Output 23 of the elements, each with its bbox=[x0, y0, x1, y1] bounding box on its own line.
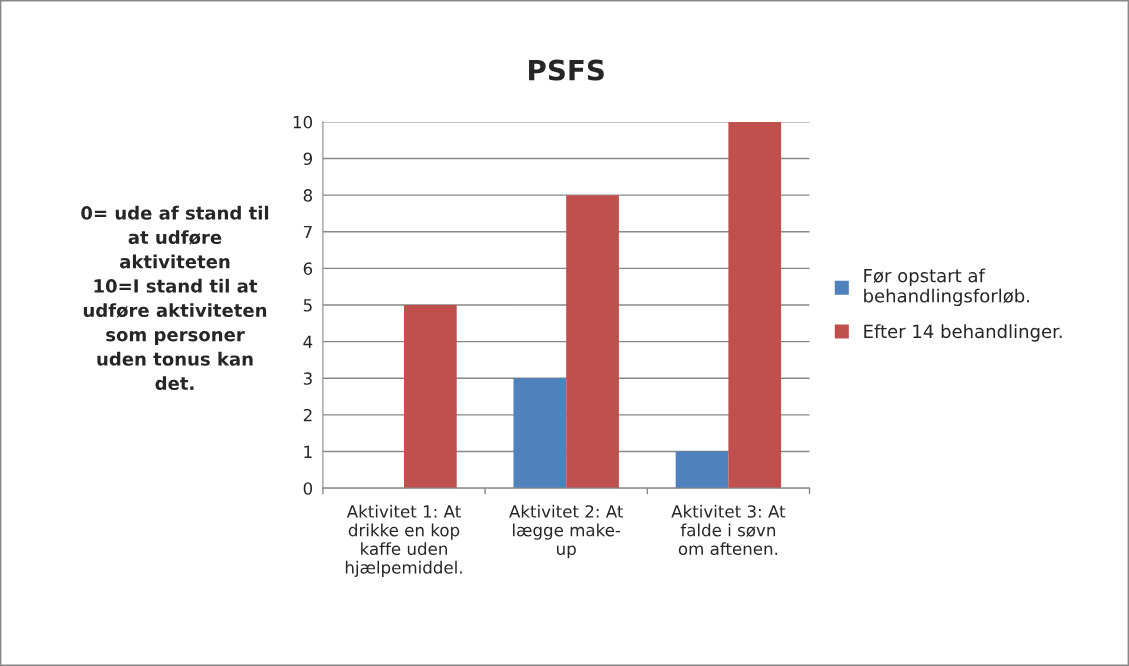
x-tick-label: Aktivitet 2: At lægge make- up bbox=[509, 504, 624, 559]
bar bbox=[675, 451, 729, 489]
legend-label: Før opstart af behandlingsforløb. bbox=[864, 268, 1030, 307]
bar bbox=[566, 195, 619, 489]
y-tick-label: 10 bbox=[293, 115, 313, 129]
y-tick-label: 0 bbox=[303, 482, 313, 495]
legend-label: Efter 14 behandlinger. bbox=[864, 324, 1062, 342]
y-tick-label: 4 bbox=[303, 335, 313, 348]
y-tick-label: 9 bbox=[303, 152, 312, 166]
y-tick-label: 3 bbox=[303, 372, 312, 385]
y-tick-label: 2 bbox=[303, 408, 312, 422]
y-tick-label: 6 bbox=[303, 262, 313, 275]
bar bbox=[728, 121, 782, 489]
y-tick-label: 8 bbox=[303, 189, 313, 202]
y-axis-title: 0= ude af stand til at udføre aktiviteten 10=I stand til at udføre aktiviteten som personer uden tonus kan det. bbox=[81, 205, 269, 391]
chart-title: PSFS bbox=[529, 59, 604, 81]
y-tick-label: 1 bbox=[304, 445, 312, 458]
x-tick-label: Aktivitet 3: At falde i søvn om aftenen. bbox=[671, 504, 786, 556]
y-tick-label: 5 bbox=[303, 299, 312, 312]
bar bbox=[513, 378, 567, 489]
x-tick-label: Aktivitet 1: At drikke en kop kaffe uden hjælpemiddel. bbox=[345, 504, 462, 577]
y-tick-label: 7 bbox=[303, 225, 312, 239]
bar bbox=[403, 305, 457, 489]
